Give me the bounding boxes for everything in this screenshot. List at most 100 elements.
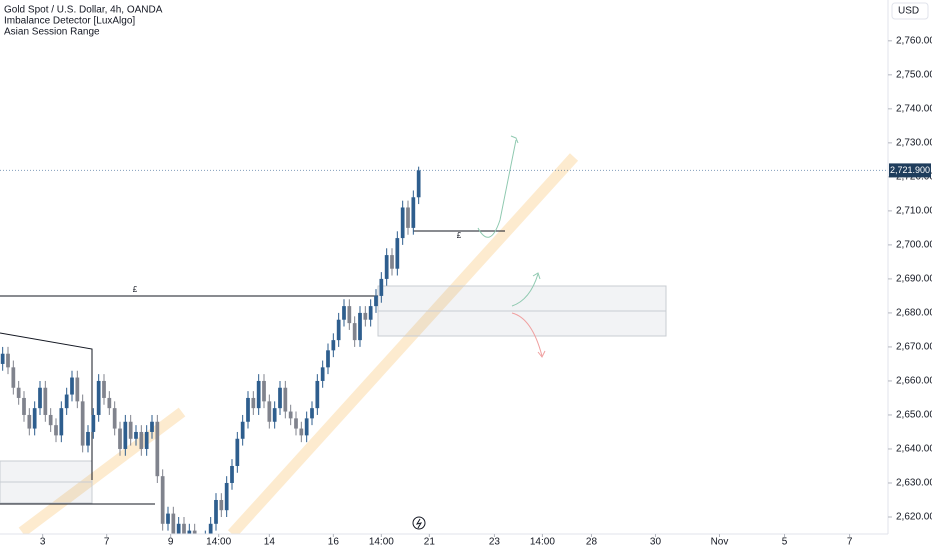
candle-body [176, 523, 181, 534]
candle-body [107, 397, 112, 409]
candle-body [166, 513, 170, 524]
arrow-up [511, 273, 539, 307]
indicator: Imbalance Detector [LuxAlgo] [4, 16, 135, 27]
y-tick-label: 2,650.000 [896, 410, 932, 421]
candle-body [208, 523, 213, 534]
y-tick-label: 2,760.000 [896, 35, 932, 46]
candle-body [86, 431, 90, 446]
candle-body [187, 530, 192, 534]
candle-body [155, 421, 160, 477]
candle-body [363, 312, 368, 320]
candle-body [256, 380, 261, 409]
candle-body [374, 295, 378, 307]
x-tick-label: 14:00 [530, 537, 555, 548]
candle-body [368, 306, 373, 320]
candle-body [411, 197, 416, 228]
candle-body [262, 380, 266, 402]
candle-body [251, 397, 256, 409]
x-tick-label: Nov [711, 537, 729, 548]
candle-body [112, 408, 117, 429]
candle-body [288, 411, 293, 419]
chart-title: Gold Spot / U.S. Dollar, 4h, OANDA [4, 5, 163, 16]
x-tick-label: 30 [650, 537, 662, 548]
candle-body [160, 476, 165, 524]
candle-body [150, 421, 154, 432]
y-tick-label: 2,630.000 [896, 478, 932, 489]
y-tick-label: 2,730.000 [896, 137, 932, 148]
candle-body [144, 431, 149, 449]
candle-body [54, 425, 58, 436]
candle-body [326, 350, 330, 368]
x-tick-label: 7 [104, 537, 110, 548]
candle-body [278, 387, 282, 409]
candle-body [406, 207, 410, 228]
candle-body [283, 387, 288, 412]
candle-body [304, 418, 309, 436]
y-tick-label: 2,680.000 [896, 308, 932, 319]
candle-body [38, 387, 42, 409]
candle-body [246, 397, 250, 422]
candle-body [336, 319, 341, 341]
candle-body [299, 428, 304, 436]
price-label: 2,721.900 [890, 165, 930, 175]
x-tick-label: 3 [40, 537, 46, 548]
candle-body [384, 255, 389, 279]
candle-body [16, 387, 21, 398]
y-axis-bg [888, 0, 932, 550]
channel [18, 407, 186, 534]
candle-body [230, 465, 234, 483]
x-tick-label: 5 [782, 537, 788, 548]
candle-body [0, 353, 5, 364]
candle-body [32, 408, 37, 429]
x-tick-label: 23 [489, 537, 501, 548]
y-tick-label: 2,700.000 [896, 240, 932, 251]
arrow-down [511, 312, 543, 357]
candle-body [310, 408, 314, 419]
candle-body [43, 387, 48, 415]
candle-body [379, 278, 384, 296]
y-tick-label: 2,710.000 [896, 206, 932, 217]
candle-body [11, 367, 16, 388]
candles [0, 166, 421, 534]
candle-body [294, 418, 298, 429]
x-tick-label: 7 [847, 537, 853, 548]
candle-body [320, 367, 325, 381]
candle-body [6, 353, 10, 368]
candle-body [342, 306, 346, 320]
x-tick-label: 14:00 [206, 537, 231, 548]
x-tick-label: 28 [586, 537, 598, 548]
candle-body [400, 207, 405, 239]
candle-body [416, 170, 421, 198]
candle-body [27, 414, 32, 429]
candle-body [240, 421, 245, 439]
arrow-head [537, 350, 546, 358]
candle-body [80, 401, 85, 446]
range-line [0, 332, 93, 480]
y-tick-label: 2,660.000 [896, 376, 932, 387]
candle-body [395, 238, 400, 269]
y-tick-label: 2,740.000 [896, 103, 932, 114]
candle-body [139, 431, 144, 449]
y-tick-label: 2,750.000 [896, 69, 932, 80]
y-tick-label: 2,640.000 [896, 444, 932, 455]
currency[interactable]: USD [898, 6, 919, 17]
candle-body [64, 394, 69, 409]
arrow-head [510, 135, 519, 144]
candle-body [192, 530, 197, 534]
candle-body [358, 312, 362, 341]
event-icon[interactable] [412, 516, 426, 530]
candle-body [315, 380, 320, 409]
candle-body [48, 414, 53, 426]
y-tick-label: 2,690.000 [896, 274, 932, 285]
drawings: £ £ [0, 135, 667, 534]
candle-body [272, 408, 277, 422]
currency-box[interactable] [891, 2, 929, 20]
candle-body [267, 401, 272, 422]
candle-body [347, 306, 352, 324]
annotation: £ [133, 285, 138, 294]
price-box [889, 163, 931, 178]
candle-body [224, 482, 229, 511]
candle-body [352, 323, 357, 341]
channel [227, 153, 579, 534]
